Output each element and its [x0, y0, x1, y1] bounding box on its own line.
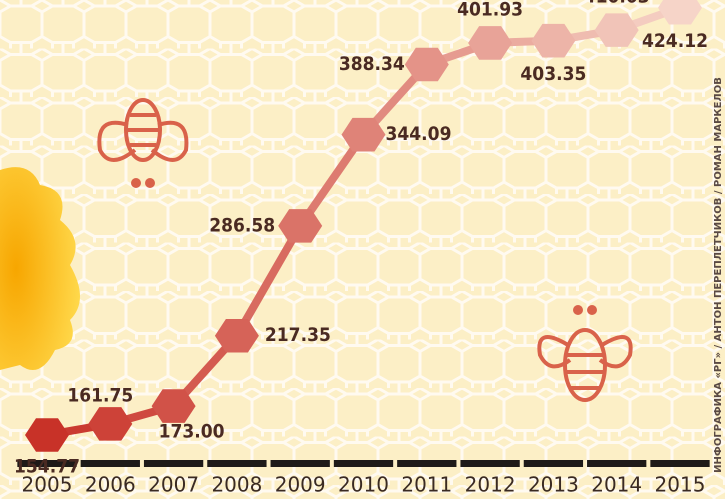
axis-segment — [271, 460, 330, 467]
x-tick-label: 2012 — [465, 473, 516, 497]
value-label: 154.77 — [14, 455, 80, 477]
x-tick-label: 2014 — [591, 473, 642, 497]
value-label: 161.75 — [67, 384, 133, 406]
axis-segment — [524, 460, 583, 467]
value-label: 344.09 — [386, 123, 452, 145]
axis-segment — [334, 460, 393, 467]
axis-segment — [587, 460, 646, 467]
chart: ИНФОГРАФИКА «РГ» / АНТОН ПЕРЕПЛЕТЧИКОВ /… — [0, 0, 725, 499]
value-label: 173.00 — [159, 421, 225, 443]
axis-segment — [460, 460, 519, 467]
value-label: 388.34 — [339, 53, 405, 75]
x-tick-label: 2011 — [401, 473, 452, 497]
x-tick-label: 2007 — [148, 473, 199, 497]
x-tick-label: 2013 — [528, 473, 579, 497]
value-label: 217.35 — [265, 324, 331, 346]
value-label: 424.12 — [642, 30, 708, 52]
x-tick-label: 2006 — [85, 473, 136, 497]
value-label: 410.03 — [584, 0, 650, 8]
axis-segment — [144, 460, 203, 467]
axis-segment — [397, 460, 456, 467]
value-label: 286.58 — [209, 214, 275, 236]
axis-segment — [81, 460, 140, 467]
value-label: 401.93 — [457, 0, 523, 20]
axis-segment — [207, 460, 266, 467]
credit: ИНФОГРАФИКА «РГ» / АНТОН ПЕРЕПЛЕТЧИКОВ /… — [713, 77, 724, 473]
value-label: 403.35 — [520, 63, 586, 85]
x-tick-label: 2010 — [338, 473, 389, 497]
x-tick-label: 2009 — [275, 473, 326, 497]
axis-segment — [650, 460, 709, 467]
x-tick-label: 2015 — [655, 473, 706, 497]
x-tick-label: 2008 — [211, 473, 262, 497]
